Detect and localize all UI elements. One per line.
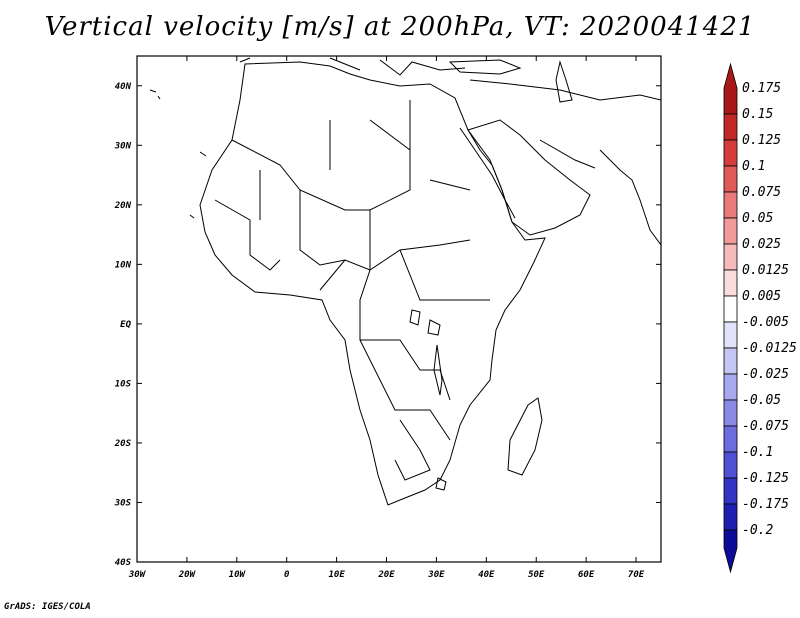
colorbar-label: 0.175 (742, 81, 781, 96)
lat-label: 10N (115, 260, 132, 270)
lat-label: 10S (115, 379, 132, 389)
colorbar-swatch (723, 191, 738, 219)
colorbar-label: 0.05 (742, 211, 773, 226)
colorbar-swatch (723, 451, 738, 479)
colorbar-label: 0.075 (742, 185, 781, 200)
colorbar-swatch (723, 217, 738, 245)
lon-label: 30E (427, 570, 445, 580)
colorbar-label: -0.1 (742, 445, 773, 460)
velocity-field (137, 56, 661, 562)
lon-label: 50E (528, 570, 545, 580)
colorbar-swatch (723, 477, 738, 505)
colorbar-label: -0.075 (742, 419, 789, 434)
colorbar-swatch (723, 139, 738, 167)
colorbar-label: 0.005 (742, 289, 781, 304)
colorbar-label: 0.0125 (742, 263, 789, 278)
lat-label: 20S (114, 439, 132, 449)
colorbar-swatch (723, 269, 738, 297)
colorbar-label: -0.175 (742, 497, 789, 512)
colorbar-label: -0.2 (742, 523, 773, 538)
lon-label: 20W (178, 570, 197, 580)
colorbar-swatch (723, 321, 738, 349)
colorbar: 0.175 0.15 0.125 0.1 0.075 0.05 0.025 0.0125 0.0… (723, 62, 797, 574)
colorbar-swatch (723, 373, 738, 401)
lon-label: 0 (284, 570, 290, 580)
colorbar-label: -0.05 (742, 393, 781, 408)
coastlines (149, 57, 661, 506)
lon-label: 30W (128, 570, 147, 580)
colorbar-label: -0.125 (742, 471, 789, 486)
lat-label: EQ (120, 320, 131, 330)
lon-label: 70E (628, 570, 645, 580)
colorbar-swatch (723, 243, 738, 271)
lat-label: 40N (115, 82, 132, 92)
colorbar-label: 0.025 (742, 237, 781, 252)
lat-label: 30S (114, 498, 132, 508)
colorbar-swatch (723, 503, 738, 531)
colorbar-swatch (723, 425, 738, 453)
lon-label: 20E (377, 570, 395, 580)
colorbar-label: -0.0125 (742, 341, 797, 356)
lon-label: 10E (328, 570, 345, 580)
lat-label: 40S (115, 558, 132, 568)
lat-label: 30N (114, 141, 132, 151)
colorbar-label: 0.15 (742, 107, 773, 122)
colorbar-swatch (723, 113, 738, 141)
colorbar-swatch (723, 399, 738, 427)
lon-label: 40E (478, 570, 495, 580)
lon-label: 10W (229, 570, 247, 580)
colorbar-label: 0.125 (742, 133, 781, 148)
colorbar-label: -0.025 (742, 367, 789, 382)
colorbar-swatch (723, 295, 738, 323)
lon-label: 60E (578, 570, 595, 580)
colorbar-label: -0.005 (742, 315, 789, 330)
colorbar-swatch (723, 347, 738, 375)
axis-labels: 40N 30N 20N 10N EQ 10S 20S 30S 40S 30W 20W 10W 0 10E 2… (114, 82, 645, 580)
colorbar-swatch (723, 165, 738, 193)
lat-label: 20N (114, 201, 132, 211)
footer-credit: GrADS: IGES/COLA (4, 602, 91, 612)
plot-frame (136, 55, 662, 563)
axis-ticks (136, 56, 661, 563)
colorbar-swatch (723, 62, 738, 115)
colorbar-swatch (723, 529, 738, 574)
colorbar-label: 0.1 (742, 159, 765, 174)
map-title: Vertical velocity [m/s] at 200hPa, VT: 2… (44, 12, 756, 42)
